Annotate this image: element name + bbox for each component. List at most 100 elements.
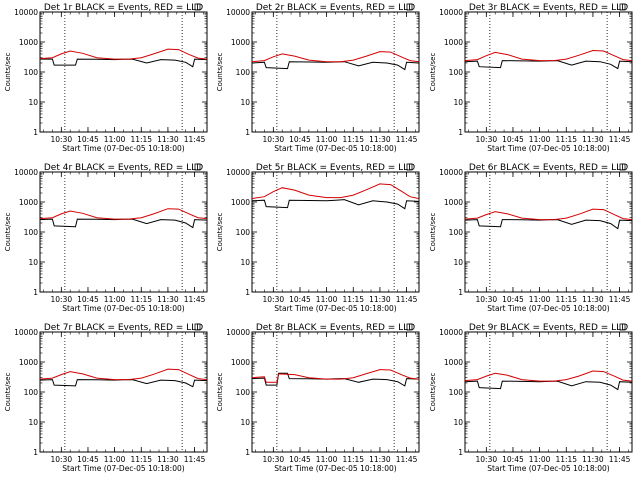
y-tick-label: 1: [33, 288, 38, 297]
x-axis-label: Start Time (07-Dec-05 10:18:00): [487, 304, 609, 313]
corner-marker: [406, 323, 413, 331]
x-tick-label: 10:45: [502, 295, 524, 304]
y-tick-label: 1000: [444, 198, 463, 207]
y-tick-label: 1: [458, 288, 463, 297]
y-tick-label: 10: [240, 98, 250, 107]
x-tick-label: 11:00: [104, 455, 126, 464]
y-tick-label: 100: [236, 68, 251, 77]
y-tick-label: 10000: [226, 8, 250, 17]
series-line-lld: [39, 48, 208, 60]
y-tick-label: 10000: [439, 168, 463, 177]
series-line-lld: [464, 49, 633, 62]
y-axis-label: Counts/sec: [429, 213, 437, 252]
x-tick-label: 11:15: [130, 455, 152, 464]
x-tick-label: 11:00: [104, 295, 126, 304]
panel-9: Det 9r BLACK = Events, RED = LLD 1 10 100 10…: [429, 323, 633, 473]
panel-4: Det 4r BLACK = Events, RED = LLD 1 10 100 10…: [4, 163, 208, 313]
panel-title: Det 9r BLACK = Events, RED = LLD: [469, 323, 628, 333]
series-line-lld: [251, 51, 420, 63]
x-tick-label: 11:30: [157, 455, 179, 464]
y-tick-label: 1000: [19, 198, 38, 207]
corner-marker: [194, 3, 201, 11]
y-tick-label: 10: [240, 418, 250, 427]
y-tick-label: 100: [24, 228, 39, 237]
x-tick-label: 11:15: [342, 135, 364, 144]
panel-title: Det 1r BLACK = Events, RED = LLD: [44, 3, 203, 13]
x-tick-label: 10:45: [289, 295, 311, 304]
x-tick-label: 11:15: [555, 455, 577, 464]
y-tick-label: 10000: [14, 328, 38, 337]
x-tick-label: 11:00: [316, 135, 338, 144]
y-axis-label: Counts/sec: [216, 213, 224, 252]
x-tick-label: 11:00: [316, 295, 338, 304]
x-tick-label: 11:30: [582, 135, 604, 144]
y-axis-label: Counts/sec: [4, 373, 12, 412]
x-axis-label: Start Time (07-Dec-05 10:18:00): [62, 464, 184, 473]
corner-marker: [194, 163, 201, 171]
y-tick-label: 1: [245, 288, 250, 297]
x-tick-label: 10:45: [502, 455, 524, 464]
x-tick-label: 10:30: [263, 135, 285, 144]
x-tick-label: 10:45: [77, 135, 99, 144]
x-tick-label: 10:45: [502, 135, 524, 144]
x-tick-label: 11:45: [184, 455, 206, 464]
series-line-lld: [251, 369, 420, 383]
series-line-lld: [464, 370, 633, 382]
y-tick-label: 1: [458, 448, 463, 457]
x-tick-label: 11:45: [396, 135, 418, 144]
x-tick-label: 10:45: [289, 455, 311, 464]
y-tick-label: 10000: [226, 168, 250, 177]
x-axis-label: Start Time (07-Dec-05 10:18:00): [62, 144, 184, 153]
y-axis-label: Counts/sec: [216, 53, 224, 92]
panel-title: Det 6r BLACK = Events, RED = LLD: [469, 163, 628, 173]
y-tick-label: 1: [245, 448, 250, 457]
panel-3: Det 3r BLACK = Events, RED = LLD 1 10 100 10…: [429, 3, 633, 153]
x-tick-label: 10:45: [289, 135, 311, 144]
x-tick-label: 10:30: [476, 135, 498, 144]
y-tick-label: 10000: [439, 328, 463, 337]
y-axis-label: Counts/sec: [216, 373, 224, 412]
corner-marker: [406, 163, 413, 171]
y-tick-label: 1: [458, 128, 463, 137]
y-tick-label: 100: [24, 388, 39, 397]
panel-8: Det 8r BLACK = Events, RED = LLD 1 10 100 10…: [216, 323, 420, 473]
panel-5: Det 5r BLACK = Events, RED = LLD 1 10 100 10…: [216, 163, 420, 313]
y-tick-label: 10: [240, 258, 250, 267]
corner-marker: [619, 163, 626, 171]
y-axis-label: Counts/sec: [4, 213, 12, 252]
y-tick-label: 100: [449, 228, 464, 237]
y-tick-label: 10: [453, 418, 463, 427]
y-tick-label: 10000: [14, 8, 38, 17]
y-tick-label: 1000: [231, 38, 250, 47]
panel-title: Det 3r BLACK = Events, RED = LLD: [469, 3, 628, 13]
y-tick-label: 100: [236, 388, 251, 397]
x-tick-label: 11:30: [369, 135, 391, 144]
x-tick-label: 11:45: [609, 295, 631, 304]
y-tick-label: 100: [449, 388, 464, 397]
y-tick-label: 10: [28, 418, 38, 427]
panel-title: Det 7r BLACK = Events, RED = LLD: [44, 323, 203, 333]
y-tick-label: 10000: [14, 168, 38, 177]
y-tick-label: 1: [33, 448, 38, 457]
x-tick-label: 11:45: [396, 295, 418, 304]
x-axis-label: Start Time (07-Dec-05 10:18:00): [274, 304, 396, 313]
y-tick-label: 1000: [19, 358, 38, 367]
x-tick-label: 10:30: [51, 135, 73, 144]
x-tick-label: 11:30: [582, 295, 604, 304]
y-tick-label: 1000: [19, 38, 38, 47]
x-tick-label: 10:30: [476, 295, 498, 304]
x-axis-label: Start Time (07-Dec-05 10:18:00): [487, 464, 609, 473]
x-tick-label: 11:00: [529, 455, 551, 464]
x-tick-label: 11:00: [104, 135, 126, 144]
y-tick-label: 10000: [226, 328, 250, 337]
y-tick-label: 1000: [231, 198, 250, 207]
x-tick-label: 11:30: [369, 455, 391, 464]
x-tick-label: 11:00: [529, 295, 551, 304]
x-tick-label: 10:30: [476, 455, 498, 464]
x-tick-label: 11:00: [529, 135, 551, 144]
panel-1: Det 1r BLACK = Events, RED = LLD 1 10 100 10…: [4, 3, 208, 153]
x-tick-label: 11:45: [184, 135, 206, 144]
x-tick-label: 11:45: [609, 455, 631, 464]
series-line-lld: [251, 183, 420, 200]
